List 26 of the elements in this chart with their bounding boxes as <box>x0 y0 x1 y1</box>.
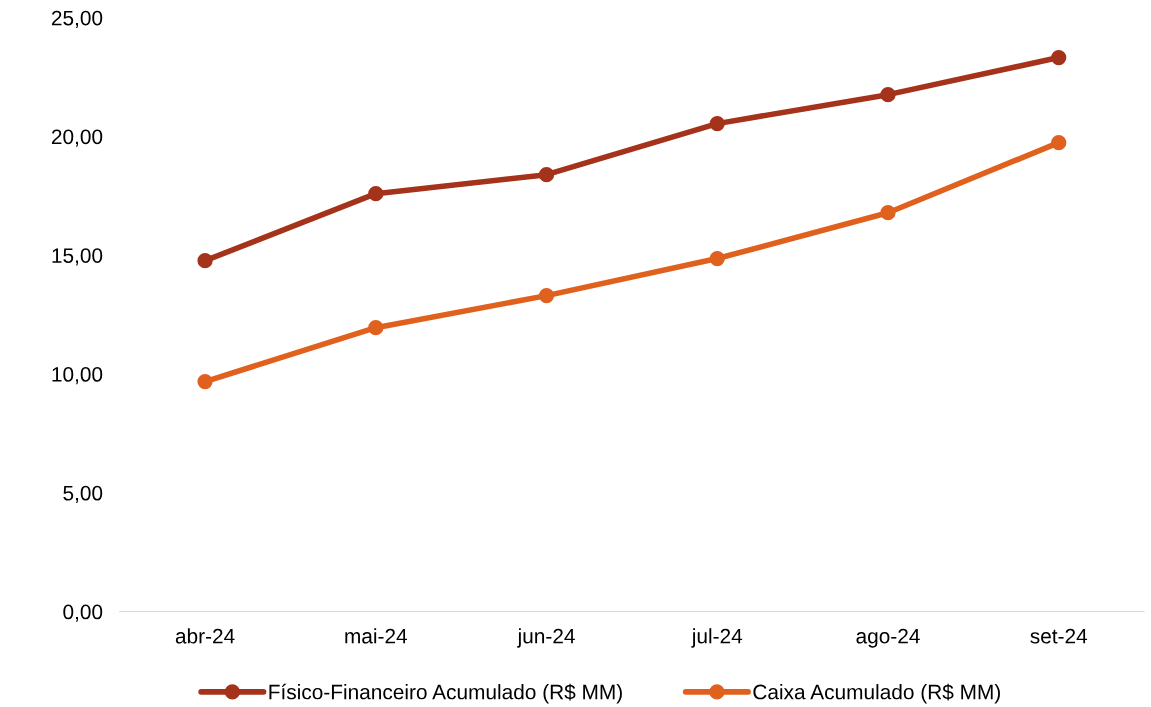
y-tick-label: 0,00 <box>63 604 103 622</box>
y-tick-label: 10,00 <box>52 367 103 385</box>
point <box>709 250 725 267</box>
point <box>880 87 896 103</box>
point <box>709 115 725 132</box>
point <box>368 186 384 202</box>
x-tick-label: jul-24 <box>691 628 743 648</box>
x-tick-label: jun-24 <box>517 628 575 648</box>
legend-label: Caixa Acumulado (R$ MM) <box>753 683 1000 704</box>
point <box>368 320 384 336</box>
point <box>1051 49 1067 66</box>
legend-label: Físico-Financeiro Acumulado (R$ MM) <box>269 683 622 704</box>
point <box>1051 134 1067 151</box>
x-tick-label: mai-24 <box>345 628 408 644</box>
y-tick-label: 15,00 <box>52 248 103 266</box>
y-tick-label: 20,00 <box>51 129 103 147</box>
x-tick-label: ago-24 <box>856 628 920 648</box>
x-tick-label: set-24 <box>1030 628 1088 644</box>
x-tick-label: abr-24 <box>175 628 235 644</box>
y-tick-label: 25,00 <box>51 10 103 28</box>
point <box>197 253 213 269</box>
y-tick-label: 5,00 <box>63 485 103 503</box>
point <box>538 287 555 304</box>
point <box>197 373 213 390</box>
point <box>880 205 896 221</box>
point <box>538 167 555 183</box>
